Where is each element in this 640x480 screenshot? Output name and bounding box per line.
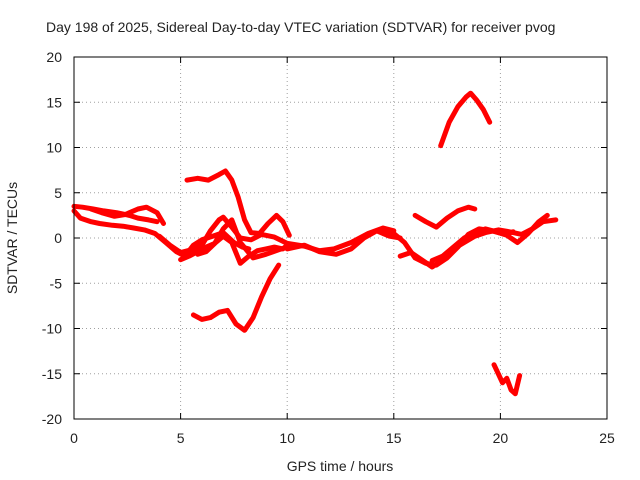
- x-tick-label: 10: [279, 430, 295, 446]
- plot-frame: [73, 56, 608, 420]
- x-tick-label: 20: [493, 430, 509, 446]
- series-line-arc-2: [71, 203, 160, 225]
- series-line-arc-4: [156, 214, 397, 255]
- series-group: [71, 90, 559, 397]
- x-tick-label: 15: [386, 430, 402, 446]
- series-line-arc-3: [88, 204, 166, 226]
- series-line-arc-15: [491, 362, 523, 397]
- series-line-arc-12: [429, 212, 550, 264]
- chart-title: Day 198 of 2025, Sidereal Day-to-day VTE…: [46, 19, 555, 35]
- series-line-arc-14: [438, 90, 493, 149]
- y-axis-title: SDTVAR / TECUs: [4, 182, 20, 294]
- series-line-arc-8: [190, 262, 282, 333]
- x-tick-label: 5: [177, 430, 185, 446]
- x-tick-label: 25: [599, 430, 615, 446]
- series-line-arc-6: [178, 233, 290, 266]
- grid-lines: [74, 57, 607, 419]
- x-tick-label: 0: [70, 430, 78, 446]
- y-tick-label: -5: [50, 275, 63, 291]
- y-tick-label: -20: [42, 411, 62, 427]
- y-tick-label: 15: [46, 94, 62, 110]
- y-tick-label: 0: [54, 230, 62, 246]
- series-line-arc-10: [380, 226, 516, 268]
- axis-ticks: 0 5 10 15 20 25 -20 -15 -10 -5 0 5 10 15 20: [42, 49, 615, 446]
- x-axis-title: GPS time / hours: [287, 458, 394, 474]
- y-tick-label: -10: [42, 321, 62, 337]
- y-tick-label: 5: [54, 185, 62, 201]
- y-tick-label: 20: [46, 49, 62, 65]
- series-line-arc-13: [412, 204, 478, 230]
- y-tick-label: 10: [46, 140, 62, 156]
- series-line-arc-7: [184, 168, 292, 238]
- y-tick-label: -15: [42, 366, 62, 382]
